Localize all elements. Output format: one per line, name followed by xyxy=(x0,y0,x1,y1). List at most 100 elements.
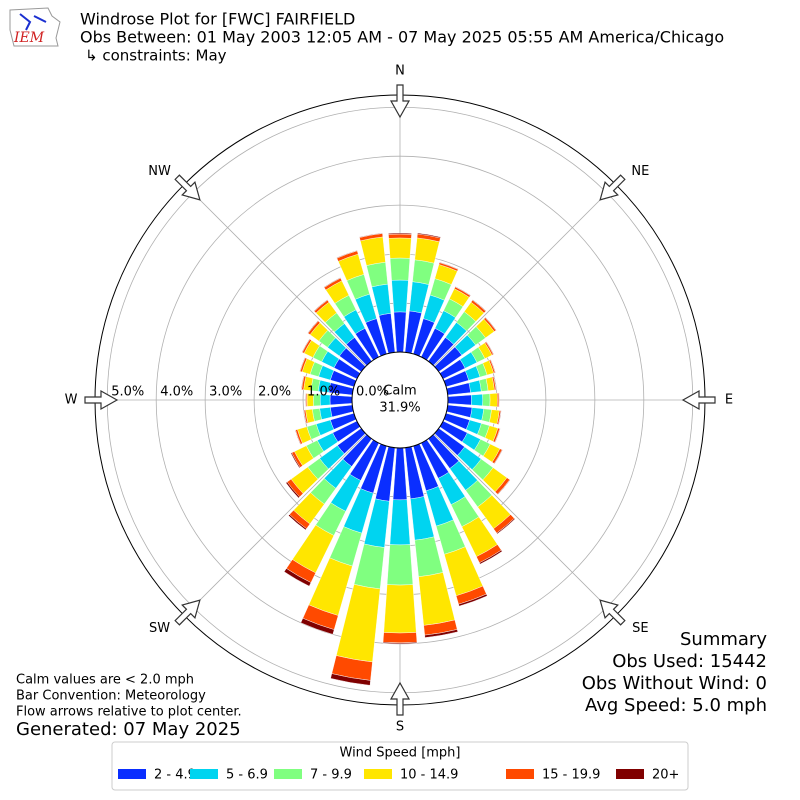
bar-segment xyxy=(418,572,456,626)
r-tick-label: 3.0% xyxy=(209,385,242,400)
compass-label: S xyxy=(396,720,404,735)
constraints: ↳ constraints: May xyxy=(85,47,227,65)
bar-segment xyxy=(496,518,516,535)
flow-arrow xyxy=(389,84,411,119)
bar-segment xyxy=(392,447,408,501)
bar-segment xyxy=(294,429,301,445)
r-tick-label: 5.0% xyxy=(111,385,144,400)
generated: Generated: 07 May 2025 xyxy=(16,719,241,740)
bar-segment xyxy=(498,392,500,408)
bar-segment xyxy=(447,394,472,406)
bar-segment xyxy=(300,617,335,635)
bar-segment xyxy=(359,232,383,238)
bar-segment xyxy=(471,394,483,406)
bar-segment xyxy=(389,257,411,281)
bar-segment xyxy=(494,428,501,443)
logo: IEM xyxy=(9,7,61,47)
legend-swatch xyxy=(274,769,302,779)
summary-line: Obs Without Wind: 0 xyxy=(582,673,767,694)
grid-spoke xyxy=(184,433,367,616)
calm-label: Calm xyxy=(383,384,416,399)
bar-segment xyxy=(458,593,488,607)
compass-label: W xyxy=(65,393,78,408)
bar-segment xyxy=(299,357,306,372)
bar-segment xyxy=(366,261,389,288)
r-tick-label: 1.0% xyxy=(307,385,340,400)
plot-area: 0.0% 1.0% 2.0% 3.0% 4.0% 5.0% N NE E SE S SW W NW xyxy=(65,64,734,735)
bar-segment xyxy=(497,479,511,495)
note: Flow arrows relative to plot center. xyxy=(16,705,242,720)
bar-segment xyxy=(409,281,430,314)
bar-segment xyxy=(300,375,305,390)
bar-segment xyxy=(383,584,417,634)
bar-segment xyxy=(382,632,418,644)
bar-segment xyxy=(439,261,459,270)
bar-segment xyxy=(498,410,502,425)
r-tick-label: 0.0% xyxy=(356,385,389,400)
bar-segment xyxy=(313,299,328,312)
legend: 2 - 4.9 5 - 6.9 7 - 9.9 10 - 14.9 15 - 19.9 2… xyxy=(118,768,679,783)
bar-segment xyxy=(301,338,311,353)
compass-label: NW xyxy=(148,164,171,179)
arrow-shape xyxy=(599,174,626,201)
compass-label: NE xyxy=(631,164,649,179)
bar-segment xyxy=(386,544,414,586)
calm-circle xyxy=(351,351,449,449)
bar-segment xyxy=(283,568,312,587)
legend-swatch xyxy=(364,769,392,779)
bar-segment xyxy=(303,409,307,424)
bar-segment xyxy=(490,359,496,373)
bar-segment xyxy=(493,449,503,465)
compass-label: N xyxy=(395,64,405,79)
r-tick-label: 2.0% xyxy=(258,385,291,400)
legend-swatch xyxy=(616,769,644,779)
legend-swatch xyxy=(118,769,146,779)
bar-segment xyxy=(485,341,495,355)
bar-segment xyxy=(393,311,407,353)
legend-label: 5 - 6.9 xyxy=(226,768,268,783)
bar-segment xyxy=(288,514,307,531)
flow-arrow xyxy=(681,389,716,411)
legend-label: 15 - 19.9 xyxy=(542,768,600,783)
legend-swatch xyxy=(506,769,534,779)
arrow-shape xyxy=(389,84,411,119)
legend-label: 2 - 4.9 xyxy=(154,768,196,783)
flow-arrow xyxy=(599,599,626,626)
bar-segment xyxy=(414,237,440,264)
calm-value: 31.9% xyxy=(379,401,420,416)
bar-segment xyxy=(305,393,307,407)
bar-segment xyxy=(482,393,491,407)
bar-segment xyxy=(484,317,497,331)
legend-swatch xyxy=(190,769,218,779)
grid-spoke xyxy=(184,184,367,367)
legend-box xyxy=(111,741,689,791)
summary-line: Avg Speed: 5.0 mph xyxy=(585,695,767,716)
chart-subtitle: Obs Between: 01 May 2003 12:05 AM - 07 M… xyxy=(80,28,724,47)
bar-segment xyxy=(336,250,358,259)
note: Calm values are < 2.0 mph xyxy=(16,673,194,688)
bar-segment xyxy=(330,673,371,686)
bar-segment xyxy=(417,232,441,239)
bar-segment xyxy=(323,277,341,288)
bar-segment xyxy=(424,629,459,638)
grid-spoke xyxy=(433,433,616,616)
bar-segment xyxy=(388,233,412,239)
bar-segment xyxy=(493,376,497,391)
bar-segment xyxy=(414,536,444,577)
bar-segment xyxy=(412,259,435,285)
summary-title: Summary xyxy=(680,629,767,650)
bar-segment xyxy=(388,232,412,235)
bar-segment xyxy=(307,320,319,334)
bar-segment xyxy=(454,286,471,296)
note: Bar Convention: Meteorology xyxy=(16,689,206,704)
bar-segment xyxy=(391,279,409,313)
arrow-shape xyxy=(599,599,626,626)
flow-arrow xyxy=(389,681,411,716)
bar-segment xyxy=(285,481,300,499)
legend-title: Wind Speed [mph] xyxy=(340,746,461,761)
bar-segment xyxy=(290,452,301,469)
summary-line: Obs Used: 15442 xyxy=(612,651,767,672)
bar-segment xyxy=(319,407,333,420)
grid-spoke xyxy=(433,184,616,367)
